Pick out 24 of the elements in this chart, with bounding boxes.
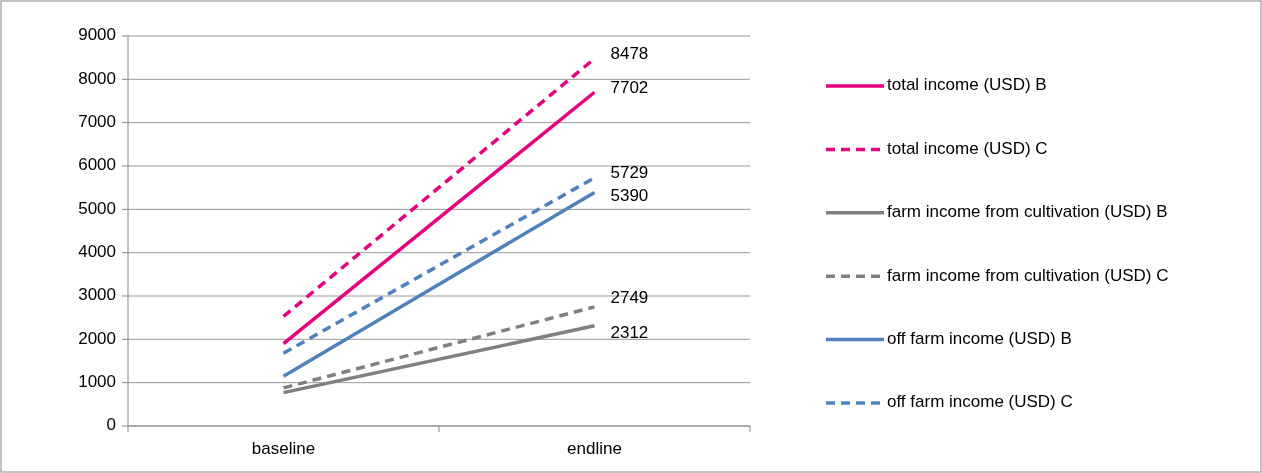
y-tick-label: 2000	[78, 328, 116, 348]
data-label: 7702	[610, 77, 649, 97]
data-label: 2749	[610, 288, 649, 308]
legend-label: off farm income (USD) C	[887, 392, 1073, 412]
x-tick-label: endline	[567, 439, 622, 458]
x-tick-label: baseline	[251, 439, 316, 458]
y-tick-label: 1000	[78, 372, 116, 392]
y-tick-label: 6000	[78, 155, 116, 175]
legend-label: total income (USD) B	[887, 75, 1047, 95]
y-tick-label: 8000	[78, 68, 116, 88]
y-tick-label: 4000	[78, 242, 116, 262]
legend-label: total income (USD) C	[887, 138, 1048, 158]
y-tick-label: 9000	[78, 25, 116, 45]
y-tick-label: 5000	[78, 198, 116, 218]
legend-label: farm income from cultivation (USD) C	[887, 265, 1169, 285]
y-tick-label: 7000	[78, 112, 116, 132]
data-label: 8478	[610, 44, 649, 64]
y-tick-label: 0	[106, 415, 116, 435]
y-tick-label: 3000	[78, 285, 116, 305]
data-label: 5729	[610, 163, 649, 183]
legend-label: off farm income (USD) B	[887, 329, 1072, 349]
legend-label: farm income from cultivation (USD) B	[887, 202, 1168, 222]
data-label: 2312	[610, 323, 649, 343]
data-label: 5390	[610, 185, 649, 205]
